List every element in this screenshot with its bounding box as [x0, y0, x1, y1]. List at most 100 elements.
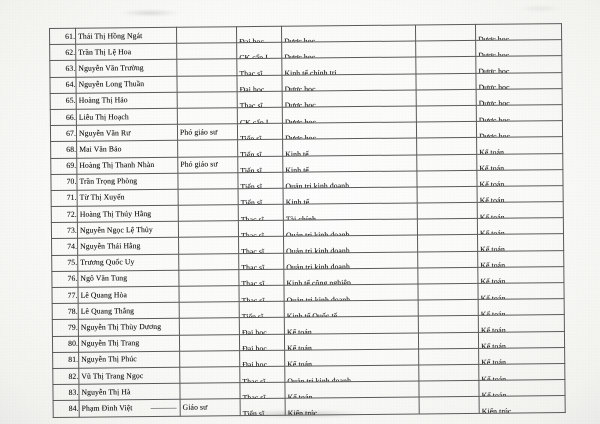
person-name: Thái Thị Hồng Ngát [75, 27, 177, 45]
academic-degree: Thạc sĩ [238, 269, 284, 286]
academic-degree-text: Thạc sĩ [239, 101, 263, 108]
blank-column [418, 331, 479, 349]
row-number-text: 69. [66, 160, 77, 170]
academic-degree: Đại học [239, 317, 285, 335]
academic-degree: CK cấp I [236, 42, 282, 60]
specialization: Dược học [282, 89, 417, 108]
row-number: 82. [52, 368, 79, 385]
person-name-text: Nguyễn Thị Hà [81, 386, 131, 397]
row-number-text: 79. [67, 322, 78, 332]
blank-column [416, 170, 478, 187]
academic-degree-text: Thạc sĩ [241, 246, 265, 254]
person-name: Lê Quang Thắng [78, 302, 180, 320]
academic-degree: Thạc sĩ [238, 204, 284, 221]
specialization-text: Kinh tế [285, 149, 309, 156]
specialization: Kế toán [284, 332, 419, 351]
row-number-text: 71. [66, 193, 77, 203]
row-number: 83. [52, 384, 80, 401]
academic-degree: Tiến sĩ [239, 301, 285, 319]
academic-degree: Tiến sĩ [237, 155, 283, 173]
person-name-text: Nguyễn Văn Trường [78, 63, 144, 73]
academic-title [177, 91, 238, 109]
teaching-field: Kế toán [478, 331, 565, 349]
row-number-text: 64. [65, 79, 76, 89]
row-number: 75. [51, 254, 78, 272]
person-name-text: Hoàng Thị Thanh Nhàn [79, 160, 155, 170]
academic-title [179, 382, 241, 400]
teaching-field: Dược học [476, 104, 563, 122]
blank-column [418, 364, 479, 382]
teaching-field: Dược học [475, 72, 563, 90]
academic-title [179, 301, 240, 319]
specialization: Kinh tế chính trị [281, 57, 416, 75]
row-number-text: 65. [65, 96, 76, 106]
scan-artifact-smudge-bottom [238, 410, 362, 418]
academic-degree-text: Tiến sĩ [240, 198, 263, 205]
academic-title [178, 253, 239, 271]
roster-table-body: 61. Thái Thị Hồng Ngát Đại học Dược học Dược… [49, 23, 566, 417]
teaching-field-text: Kế toán [480, 260, 506, 268]
academic-title [179, 350, 240, 368]
academic-degree: Thạc sĩ [237, 91, 283, 108]
person-name-text: Nguyễn Văn Rư [78, 127, 131, 138]
scan-artifact-smudge-top-right [520, 6, 560, 11]
blank-column [416, 153, 477, 171]
person-name: Trương Quốc Uy [77, 253, 179, 272]
teaching-field-text: Kiến trúc [481, 406, 512, 413]
academic-degree-text: Tiến sĩ [240, 166, 262, 173]
blank-column [418, 299, 479, 317]
academic-degree: Đại học [236, 26, 282, 43]
row-number: 77. [51, 287, 79, 304]
academic-degree: Tiến sĩ [237, 171, 284, 189]
academic-degree-text: Thạc sĩ [241, 295, 265, 302]
row-number-text: 84. [68, 403, 79, 413]
academic-title: Phó giáo sư [177, 123, 238, 141]
teaching-field: Dược học [475, 39, 562, 57]
teaching-field-text: Kế toán [481, 341, 506, 349]
person-name-text: Liễu Thị Hoạch [78, 111, 129, 122]
specialization: Dược học [282, 105, 417, 124]
teaching-field: Dược học [475, 55, 562, 73]
academic-title [177, 172, 239, 190]
academic-degree-text: CK cấp I [239, 117, 269, 124]
person-name: Hoàng Thị Thúy Hằng [77, 205, 179, 223]
row-number-text: 78. [67, 306, 78, 316]
teaching-field: Kế toán [478, 379, 566, 397]
academic-degree: Tiến sĩ [238, 188, 284, 205]
academic-degree-text: Đại học [239, 36, 265, 43]
person-name: Nguyễn Thị Thùy Dương [78, 318, 180, 336]
blank-column [417, 283, 479, 301]
academic-degree: Tiến sĩ [237, 139, 283, 157]
specialization: Kinh tế [283, 186, 418, 205]
teaching-field-text: Kế toán [479, 228, 505, 235]
person-name: Lê Quang Hòa [77, 286, 180, 304]
person-name-text: Hoàng Thị Thúy Hằng [79, 208, 152, 219]
academic-title [178, 204, 239, 222]
teaching-field-text: Kế toán [480, 309, 506, 316]
academic-degree: Thạc sĩ [239, 382, 286, 399]
academic-degree-text: Đại học [239, 85, 265, 92]
academic-degree-text: Thạc sĩ [241, 263, 265, 270]
row-number: 71. [51, 190, 78, 207]
academic-title [176, 42, 237, 60]
blank-column [418, 348, 479, 365]
row-number: 84. [53, 400, 80, 417]
academic-degree-text: Tiến sĩ [240, 182, 263, 189]
row-number-text: 76. [67, 274, 78, 284]
person-name: Nguyễn Ngọc Lệ Thủy [77, 221, 179, 239]
row-number: 69. [50, 157, 77, 175]
academic-degree-text: Đại học [241, 327, 267, 335]
specialization: Quản trị kinh doanh [283, 283, 419, 302]
specialization: Quản trị kinh doanh [284, 364, 419, 383]
academic-title [179, 334, 240, 352]
specialization: Quản trị kinh doanh [283, 219, 418, 237]
person-name: Nguyễn Văn Rư [76, 124, 178, 142]
blank-column [415, 56, 476, 74]
teaching-field: Dược học [476, 88, 563, 106]
academic-title [178, 220, 239, 238]
academic-degree: Thạc sĩ [238, 252, 284, 270]
specialization-text: Kinh tế [285, 165, 309, 172]
row-number: 61. [49, 28, 76, 45]
person-name: Nguyễn Long Thuần [75, 75, 178, 93]
person-name: Nguyễn Thị Phúc [78, 351, 180, 369]
